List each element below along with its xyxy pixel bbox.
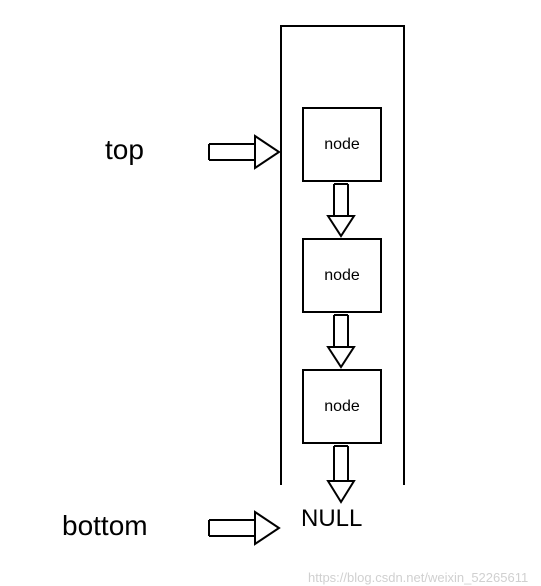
node-label: node (324, 267, 360, 285)
node-label: node (324, 398, 360, 416)
node-box-1: node (302, 107, 382, 182)
bottom-pointer-arrow (207, 510, 282, 551)
link-arrow-3 (326, 444, 356, 509)
watermark-text: https://blog.csdn.net/weixin_52265611 (308, 570, 528, 585)
node-box-3: node (302, 369, 382, 444)
null-label: NULL (301, 505, 362, 533)
node-box-2: node (302, 238, 382, 313)
bottom-label: bottom (62, 510, 148, 542)
top-label: top (105, 134, 144, 166)
link-arrow-1 (326, 182, 356, 243)
link-arrow-2 (326, 313, 356, 374)
node-label: node (324, 136, 360, 154)
top-pointer-arrow (207, 134, 282, 175)
